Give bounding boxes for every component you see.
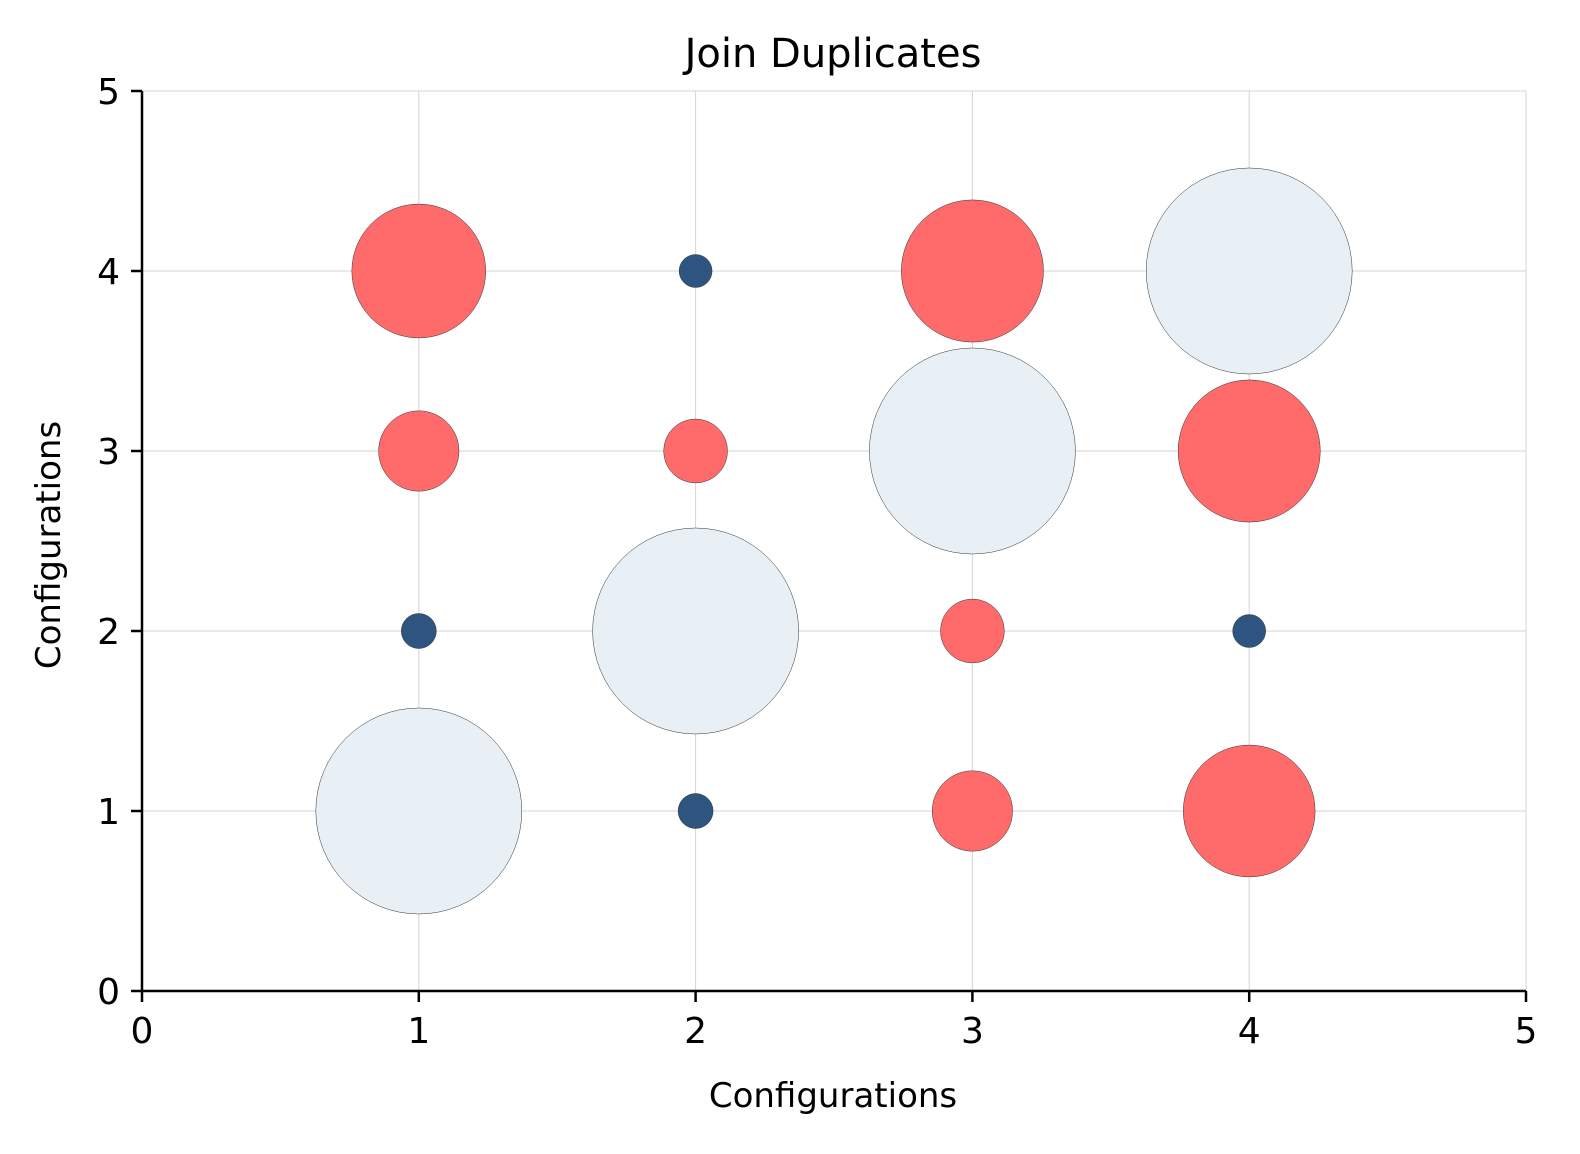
bubble-point (940, 598, 1005, 664)
x-tick-label: 2 (684, 1011, 707, 1052)
y-tick-label: 3 (97, 432, 120, 473)
bubble-point (678, 254, 713, 288)
y-tick-label: 1 (97, 792, 120, 833)
x-tick-label: 1 (407, 1011, 430, 1052)
bubble-point (592, 527, 799, 735)
bubble-point (869, 347, 1076, 555)
bubble-point (1232, 614, 1266, 648)
x-axis-label: Configurations (709, 1076, 957, 1116)
bubble-point (401, 613, 437, 649)
x-tick-label: 0 (131, 1011, 154, 1052)
x-tick-label: 3 (961, 1011, 984, 1052)
y-tick-label: 0 (97, 972, 120, 1013)
bubble-point (315, 707, 523, 915)
y-axis-label: Configurations (29, 421, 69, 669)
bubble-point (1183, 744, 1316, 878)
y-tick-label: 4 (97, 252, 120, 293)
bubble-point (378, 410, 460, 492)
chart-title: Join Duplicates (682, 31, 982, 77)
x-tick-label: 4 (1238, 1011, 1261, 1052)
bubble-layer (315, 167, 1353, 915)
bubble-point (663, 418, 728, 484)
bubble-point (351, 203, 486, 339)
axes: 0 1 2 3 4 5 0 1 2 3 4 5 (97, 72, 1537, 1052)
y-tick-label: 5 (97, 72, 120, 113)
bubble-point (677, 793, 714, 829)
bubble-point (1145, 167, 1353, 375)
bubble-point (931, 770, 1013, 852)
x-tick-label: 5 (1515, 1011, 1538, 1052)
bubble-point (901, 199, 1044, 343)
y-tick-label: 2 (97, 612, 120, 653)
bubble-point (1177, 379, 1321, 523)
